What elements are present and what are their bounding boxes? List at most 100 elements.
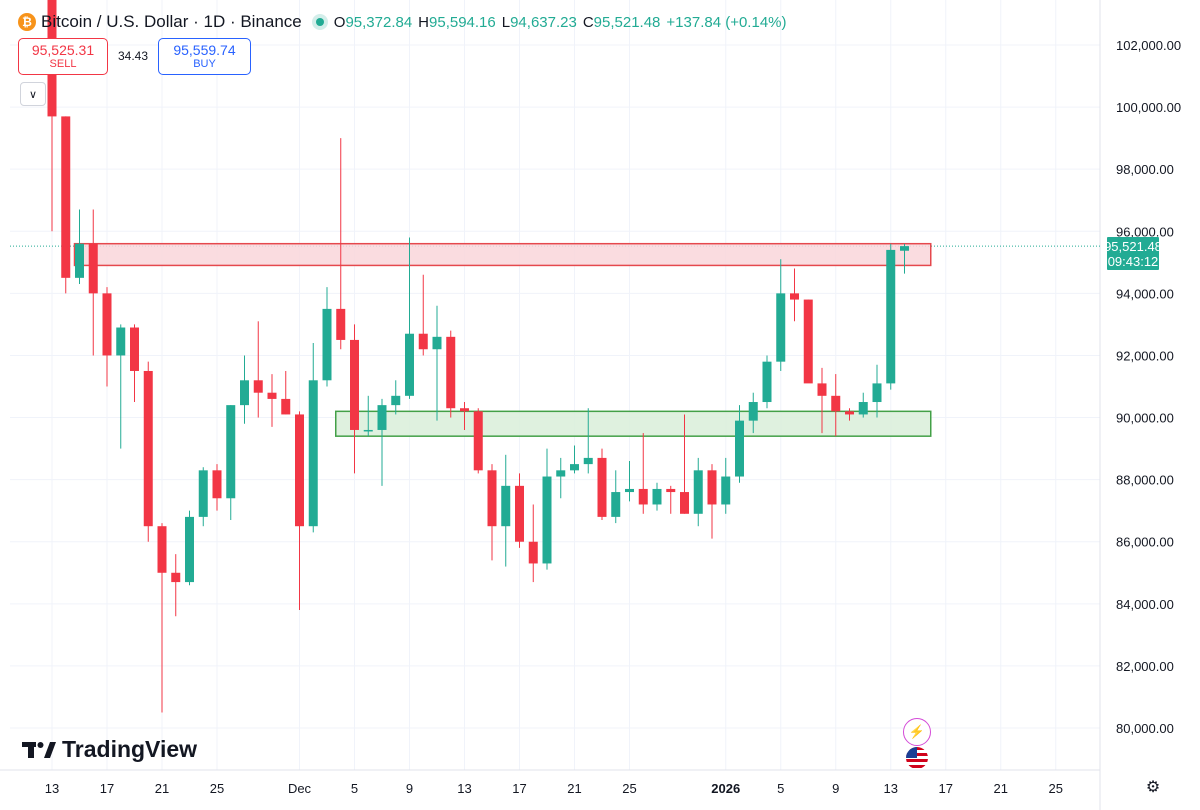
candle-down xyxy=(680,414,689,514)
candle-body xyxy=(831,395,841,412)
time-tick-label: 25 xyxy=(622,781,636,796)
candle-down xyxy=(143,361,153,542)
low-label: L xyxy=(501,13,511,31)
time-axis[interactable]: 13 17 21 25 Dec 5 9 13 17 21 25 2026 5 9 13 17 21 25 xyxy=(45,781,1063,796)
candle-body xyxy=(88,243,98,294)
candle-down xyxy=(47,0,57,232)
tradingview-logo[interactable]: TradingView xyxy=(22,736,197,763)
candle-up xyxy=(542,448,552,570)
buy-button[interactable]: 95,559.74 BUY xyxy=(158,38,251,75)
candles xyxy=(47,0,909,713)
candle-down xyxy=(707,464,717,539)
candle-body xyxy=(350,339,359,430)
candle-down xyxy=(130,324,139,403)
candle-down xyxy=(102,287,112,387)
candle-body xyxy=(61,116,71,278)
time-tick-label: 25 xyxy=(1049,781,1063,796)
time-tick-label: 5 xyxy=(351,781,358,796)
candle-body xyxy=(75,243,84,278)
sell-button[interactable]: 95,525.31 SELL xyxy=(18,38,108,75)
candle-down xyxy=(831,374,841,437)
candle-body xyxy=(625,488,634,493)
time-tick-label: 13 xyxy=(884,781,898,796)
candle-body xyxy=(570,464,579,471)
change-value: +137.84 (+0.14%) xyxy=(666,13,787,31)
candle-down xyxy=(171,554,181,617)
candle-up xyxy=(748,392,758,434)
last-price: 95,521.48 xyxy=(1104,238,1162,254)
candle-body xyxy=(638,488,648,505)
price-tick-label: 92,000.00 xyxy=(1116,348,1174,363)
candle-body xyxy=(790,293,799,300)
candle-body xyxy=(363,429,373,432)
collapse-legend-button[interactable]: ∨ xyxy=(20,82,46,106)
support-zone xyxy=(335,410,932,437)
chevron-down-icon: ∨ xyxy=(28,88,38,101)
candle-body xyxy=(267,392,277,399)
high-value: 95,594.16 xyxy=(429,13,496,31)
buy-price: 95,559.74 xyxy=(173,42,236,58)
candle-down xyxy=(88,209,98,356)
buy-label: BUY xyxy=(193,58,216,70)
price-axis[interactable]: 80,000.00 82,000.00 84,000.00 86,000.00 88,0… xyxy=(1116,38,1181,736)
candle-down xyxy=(446,330,456,418)
us-flag-icon[interactable] xyxy=(906,747,928,769)
bar-countdown: 09:43:12 xyxy=(1107,253,1159,269)
tradingview-logo-icon xyxy=(22,741,56,758)
candle-body xyxy=(515,485,524,542)
candle-body xyxy=(803,299,813,384)
candle-body xyxy=(473,411,483,471)
gear-icon[interactable]: ⚙ xyxy=(1145,779,1161,796)
spread-value: 34.43 xyxy=(118,49,149,63)
candle-body xyxy=(116,327,126,356)
candle-down xyxy=(350,324,359,474)
price-tick-label: 88,000.00 xyxy=(1116,473,1174,488)
candle-down xyxy=(460,402,469,430)
candle-up xyxy=(776,259,786,371)
time-tick-label: 17 xyxy=(512,781,526,796)
candle-body xyxy=(583,457,593,465)
candle-up xyxy=(363,395,373,437)
candle-body xyxy=(776,293,786,362)
resistance-zone xyxy=(73,242,932,267)
price-tick-label: 100,000.00 xyxy=(1116,100,1181,115)
time-tick-label: 17 xyxy=(100,781,114,796)
candle-down xyxy=(157,523,167,713)
candle-body xyxy=(597,457,607,517)
candle-body xyxy=(143,370,153,527)
symbol-header: ₿ Bitcoin / U.S. Dollar · 1D · Binance O… xyxy=(18,10,787,34)
candle-body xyxy=(762,361,772,403)
candle-up xyxy=(611,470,621,524)
candle-down xyxy=(253,321,263,418)
candle-body xyxy=(542,476,552,564)
time-tick-label: 21 xyxy=(994,781,1008,796)
time-tick-label: 21 xyxy=(155,781,169,796)
candle-up xyxy=(900,243,909,274)
candle-body xyxy=(102,293,112,356)
candle-up xyxy=(501,454,511,567)
price-tick-label: 98,000.00 xyxy=(1116,162,1174,177)
candle-down xyxy=(666,485,676,514)
candle-body xyxy=(611,492,621,517)
high-label: H xyxy=(418,13,430,31)
candle-up xyxy=(226,405,236,520)
candle-up xyxy=(198,467,208,527)
time-tick-label: 9 xyxy=(406,781,413,796)
candle-body xyxy=(900,246,909,251)
candle-up xyxy=(308,343,318,533)
candle-up xyxy=(75,209,84,285)
sparkle-icon[interactable]: ⚡ xyxy=(903,718,931,746)
chart-grid xyxy=(0,0,1101,810)
candle-body xyxy=(253,380,263,393)
time-tick-label: Dec xyxy=(288,781,312,796)
candle-body xyxy=(391,395,401,406)
candle-body xyxy=(858,402,868,415)
price-tick-label: 84,000.00 xyxy=(1116,597,1174,612)
candle-body xyxy=(501,485,511,527)
candle-down xyxy=(638,433,648,514)
candle-body xyxy=(198,470,208,517)
open-value: 95,372.84 xyxy=(345,13,413,31)
symbol-title[interactable]: Bitcoin / U.S. Dollar · 1D · Binance xyxy=(41,12,302,31)
candle-up xyxy=(116,324,126,449)
